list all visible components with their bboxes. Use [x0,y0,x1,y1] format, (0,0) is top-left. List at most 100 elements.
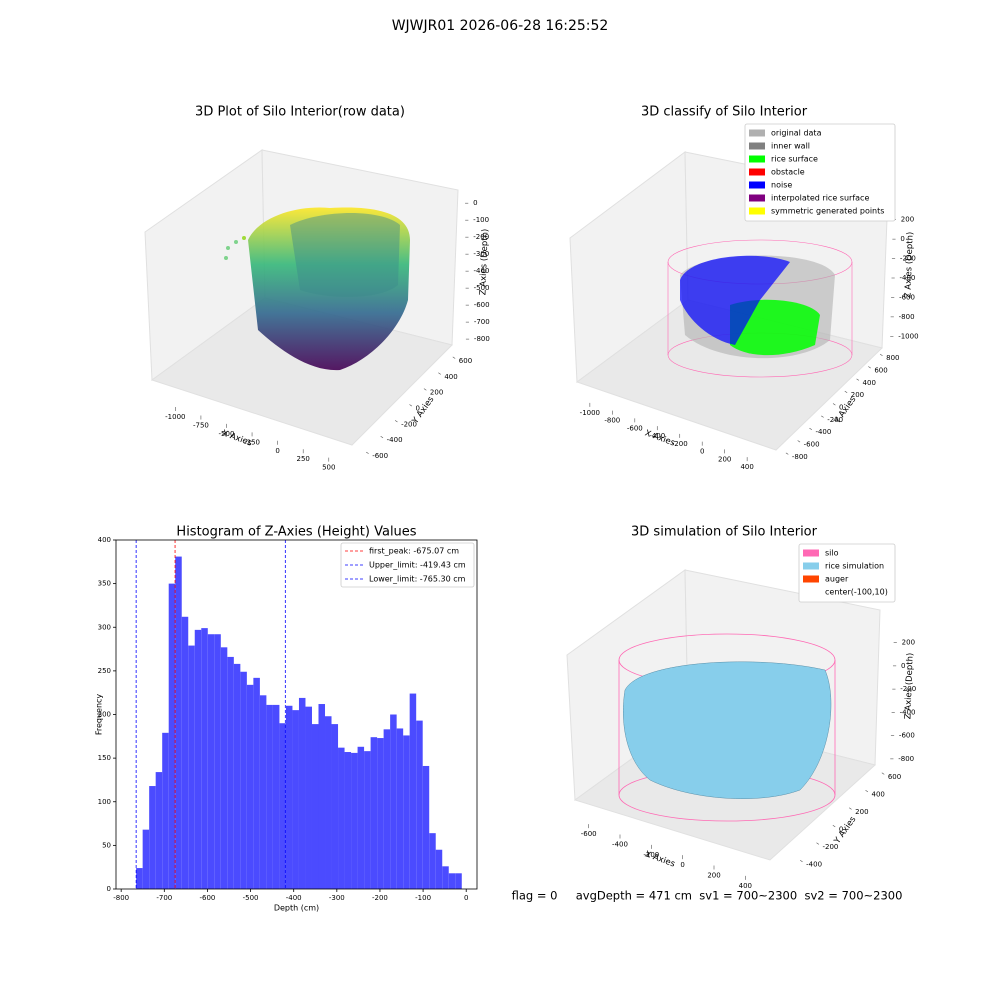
z-tick-label: -700 [474,318,490,326]
bar [227,656,234,889]
legend-swatch [749,207,765,215]
y-tick-label: -400 [806,860,822,868]
y-tick [438,372,441,375]
y-tick-label: -600 [804,441,820,449]
x-tick-label: -200 [372,894,388,902]
y-tick-label: 400 [98,536,111,544]
legend-label: Upper_limit: -419.43 cm [369,561,466,570]
bar [142,829,150,889]
y-tick [366,451,369,454]
bar [207,634,215,889]
legend-swatch [749,168,765,176]
footer: flag = 0 avgDepth = 471 cm sv1 = 700~230… [512,889,903,903]
bar [370,737,378,889]
bar [448,873,456,889]
legend-label: silo [825,549,839,558]
legend-box [340,542,475,588]
legend-swatch [803,562,819,570]
z-tick-label: -800 [474,335,490,343]
bar [298,697,306,889]
y-tick [785,452,789,455]
y-tick-label: -200 [823,843,839,851]
legend-label: rice surface [771,155,818,164]
y-tick-label: -400 [387,436,403,444]
bar [416,720,423,889]
legend-label: symmetric generated points [771,207,884,216]
y-tick-label: -200 [401,420,417,428]
legend-swatch [749,181,765,189]
bar [194,629,202,889]
x-tick-label: 500 [322,464,335,472]
y-tick [452,356,456,359]
y-axis-label: Frequency [95,694,104,736]
y-tick-label: 200 [430,389,443,397]
x-tick-label: -800 [113,894,129,902]
legend-box [798,543,896,603]
x-tick-label: 200 [707,872,720,880]
bar [403,735,410,889]
bar [318,704,326,889]
legend-label: rice simulation [825,562,884,571]
bar [201,628,208,889]
legend-label: original data [771,129,822,138]
bar [325,716,332,889]
y-tick [821,415,824,418]
bar [292,710,299,889]
bar [279,723,286,889]
legend-label: first_peak: -675.07 cm [369,547,459,556]
x-tick-label: 400 [740,463,753,471]
legend-swatch [803,575,819,583]
z-tick-label: -200 [900,685,916,693]
x-tick-label: -750 [193,421,209,429]
bar [253,677,260,889]
legend-swatch [749,129,765,137]
legend-swatch [803,549,819,557]
y-tick-label: -600 [372,452,388,460]
y-tick [816,842,820,845]
y-tick [809,427,813,431]
bar [429,833,436,889]
bar [357,746,365,889]
y-tick-label: 50 [102,841,111,849]
z-tick-label: 200 [901,216,914,224]
z-tick-label: -600 [474,301,490,309]
y-tick-label: 300 [98,623,111,631]
bar [162,732,169,889]
axis-label: Y Axies [410,394,437,426]
y-tick [868,366,871,369]
x-tick-label: -800 [604,417,620,425]
y-tick [423,388,427,391]
y-tick [832,825,836,828]
bar [364,751,371,889]
y-tick-label: -400 [815,428,831,436]
figure-title: WJWJR01 2026-06-28 16:25:52 [392,18,609,34]
y-tick [849,807,852,810]
bar [344,752,352,889]
bar [442,866,449,889]
bar [136,868,143,889]
y-tick-label: 150 [98,754,111,762]
z-tick-label: 0 [900,235,904,243]
x-tick-label: -500 [243,894,259,902]
y-tick-label: 0 [107,885,111,893]
chart-title: Histogram of Z-Axies (Height) Values [176,525,416,540]
bar [383,729,391,889]
bar [331,724,339,889]
x-tick-label: -600 [581,830,597,838]
bar [377,738,384,889]
z-tick-label: -400 [900,708,916,716]
x-tick-label: -600 [199,894,215,902]
legend-label: noise [771,181,792,190]
bar [246,684,254,889]
z-tick-label: 200 [902,639,915,647]
y-tick-label: 800 [886,354,899,362]
bar [259,695,267,889]
x-tick-label: -300 [329,894,345,902]
y-tick-label: 350 [98,580,111,588]
bar [390,714,397,889]
z-tick-label: -200 [900,255,916,263]
z-tick-label: 0 [473,199,477,207]
simulation-cloud [618,633,836,822]
axis-label: Z Axies (Depth) [903,653,915,720]
y-tick-label: 0 [839,404,843,412]
